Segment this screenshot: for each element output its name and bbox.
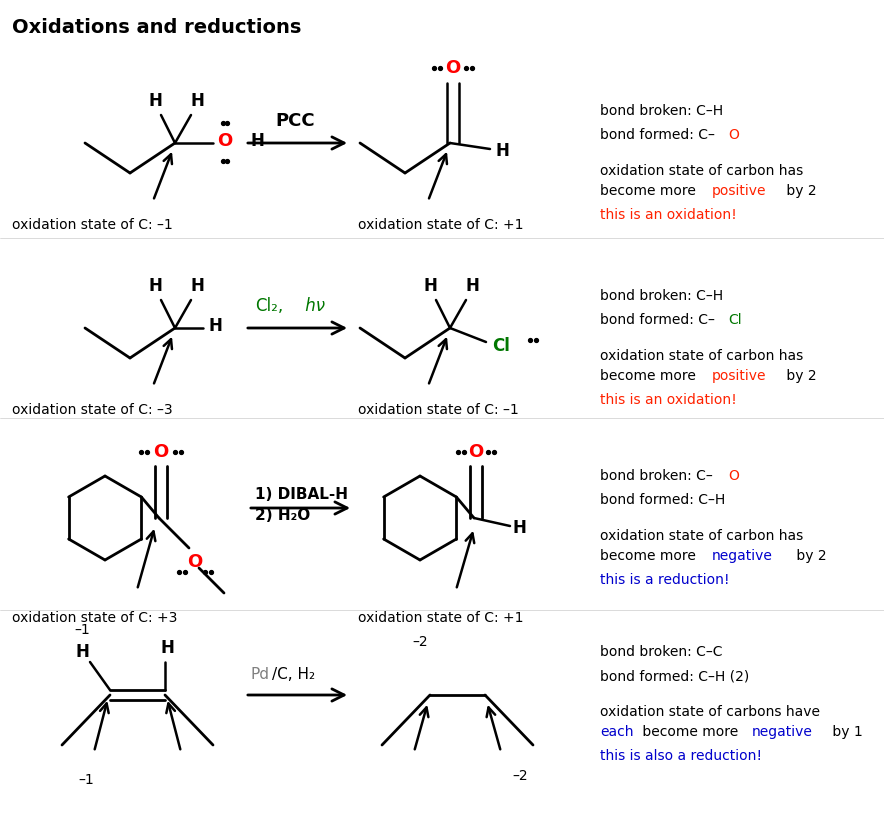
Text: H: H	[148, 92, 162, 110]
Text: Cl: Cl	[728, 313, 742, 327]
Text: become more: become more	[600, 369, 700, 383]
Text: negative: negative	[752, 725, 813, 739]
Text: bond broken: C–H: bond broken: C–H	[600, 104, 723, 118]
Text: this is a reduction!: this is a reduction!	[600, 573, 729, 587]
Text: become more: become more	[600, 549, 700, 563]
Text: become more: become more	[600, 184, 700, 198]
Text: Cl₂,: Cl₂,	[255, 297, 283, 315]
Text: H: H	[512, 519, 526, 537]
Text: PCC: PCC	[275, 112, 315, 130]
Text: by 2: by 2	[792, 549, 827, 563]
Text: negative: negative	[712, 549, 773, 563]
Text: each: each	[600, 725, 634, 739]
Text: –2: –2	[412, 635, 428, 649]
Text: O: O	[217, 132, 232, 150]
Text: /C, H₂: /C, H₂	[272, 666, 315, 681]
Text: oxidation state of carbon has: oxidation state of carbon has	[600, 529, 804, 543]
Text: oxidation state of C: –3: oxidation state of C: –3	[12, 403, 172, 417]
Text: H: H	[465, 277, 479, 295]
Text: H: H	[495, 142, 509, 160]
Text: become more: become more	[638, 725, 743, 739]
Text: –1: –1	[78, 773, 94, 787]
Text: bond broken: C–H: bond broken: C–H	[600, 289, 723, 303]
Text: 2) H₂O: 2) H₂O	[255, 509, 310, 524]
Text: this is also a reduction!: this is also a reduction!	[600, 749, 762, 763]
Text: Oxidations and reductions: Oxidations and reductions	[12, 18, 301, 37]
Text: by 2: by 2	[782, 369, 817, 383]
Text: H: H	[148, 277, 162, 295]
Text: Cl: Cl	[492, 337, 510, 355]
Text: positive: positive	[712, 184, 766, 198]
Text: H: H	[208, 317, 222, 335]
Text: hν: hν	[300, 297, 325, 315]
Text: oxidation state of carbons have: oxidation state of carbons have	[600, 705, 820, 719]
Text: oxidation state of C: –1: oxidation state of C: –1	[12, 218, 172, 232]
Text: –2: –2	[512, 769, 528, 783]
Text: bond formed: C–H (2): bond formed: C–H (2)	[600, 669, 750, 683]
Text: H: H	[250, 132, 264, 150]
Text: 1) DIBAL-H: 1) DIBAL-H	[255, 487, 348, 501]
Text: this is an oxidation!: this is an oxidation!	[600, 208, 736, 222]
Text: oxidation state of C: +1: oxidation state of C: +1	[358, 611, 523, 625]
Text: bond formed: C–: bond formed: C–	[600, 313, 715, 327]
Text: O: O	[187, 553, 202, 571]
Text: Pd: Pd	[250, 666, 269, 681]
Text: oxidation state of carbon has: oxidation state of carbon has	[600, 349, 804, 363]
Text: H: H	[190, 277, 204, 295]
Text: bond formed: C–H: bond formed: C–H	[600, 493, 725, 507]
Text: this is an oxidation!: this is an oxidation!	[600, 393, 736, 407]
Text: oxidation state of C: +3: oxidation state of C: +3	[12, 611, 178, 625]
Text: O: O	[728, 469, 739, 483]
Text: oxidation state of C: –1: oxidation state of C: –1	[358, 403, 519, 417]
Text: H: H	[423, 277, 437, 295]
Text: oxidation state of C: +1: oxidation state of C: +1	[358, 218, 523, 232]
Text: O: O	[469, 443, 484, 461]
Text: oxidation state of carbon has: oxidation state of carbon has	[600, 164, 804, 178]
Text: positive: positive	[712, 369, 766, 383]
Text: H: H	[160, 639, 174, 657]
Text: –1: –1	[74, 623, 90, 637]
Text: O: O	[446, 59, 461, 77]
Text: O: O	[728, 128, 739, 142]
Text: bond formed: C–: bond formed: C–	[600, 128, 715, 142]
Text: O: O	[154, 443, 169, 461]
Text: by 2: by 2	[782, 184, 817, 198]
Text: bond broken: C–C: bond broken: C–C	[600, 645, 722, 659]
Text: H: H	[75, 643, 89, 661]
Text: H: H	[190, 92, 204, 110]
Text: by 1: by 1	[828, 725, 863, 739]
Text: bond broken: C–: bond broken: C–	[600, 469, 713, 483]
